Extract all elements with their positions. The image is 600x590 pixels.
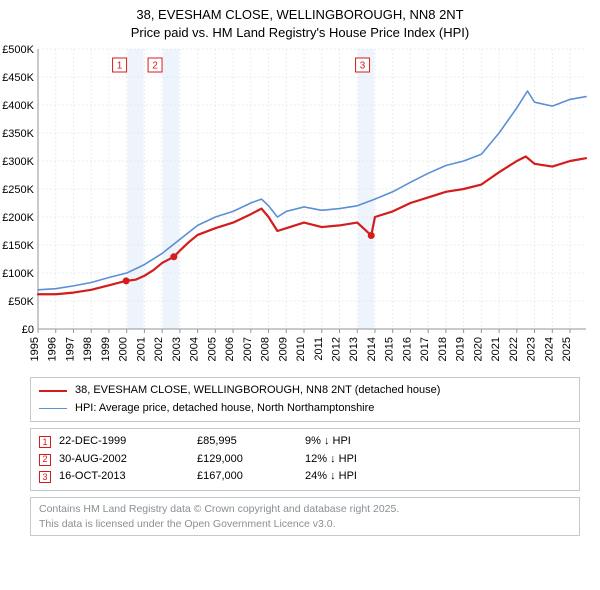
svg-text:£50K: £50K [8, 296, 34, 308]
svg-text:£0: £0 [22, 324, 34, 336]
svg-text:£150K: £150K [2, 240, 34, 252]
sale-pct: 12% ↓ HPI [305, 451, 415, 469]
sale-date: 22-DEC-1999 [59, 433, 189, 451]
svg-text:2024: 2024 [543, 337, 555, 361]
title-line1: 38, EVESHAM CLOSE, WELLINGBOROUGH, NN8 2… [0, 6, 600, 24]
attribution: Contains HM Land Registry data © Crown c… [30, 497, 580, 536]
sale-price: £129,000 [197, 451, 297, 469]
svg-text:1: 1 [117, 61, 123, 72]
svg-text:£200K: £200K [2, 212, 34, 224]
svg-text:2016: 2016 [401, 337, 413, 361]
svg-text:3: 3 [360, 61, 366, 72]
svg-text:2000: 2000 [118, 337, 130, 361]
sale-marker: 3 [39, 471, 51, 483]
sale-pct: 9% ↓ HPI [305, 433, 415, 451]
svg-text:2023: 2023 [526, 337, 538, 361]
sale-marker: 2 [39, 454, 51, 466]
svg-text:2019: 2019 [455, 337, 467, 361]
svg-text:2015: 2015 [384, 337, 396, 361]
sale-price: £167,000 [197, 468, 297, 486]
legend-row: HPI: Average price, detached house, Nort… [39, 400, 571, 418]
sale-price: £85,995 [197, 433, 297, 451]
footer-line2: This data is licensed under the Open Gov… [39, 517, 571, 532]
chart-area: £0 £50K £100K £150K £200K £250K £300K £350K £400… [0, 41, 600, 371]
legend: 38, EVESHAM CLOSE, WELLINGBOROUGH, NN8 2… [30, 377, 580, 422]
svg-text:£300K: £300K [2, 156, 34, 168]
svg-text:2009: 2009 [277, 337, 289, 361]
legend-label: HPI: Average price, detached house, Nort… [75, 400, 374, 418]
svg-text:£500K: £500K [2, 44, 34, 56]
sale-row: 3 16-OCT-2013 £167,000 24% ↓ HPI [39, 468, 571, 486]
svg-text:1999: 1999 [100, 337, 112, 361]
svg-text:£250K: £250K [2, 184, 34, 196]
svg-text:2005: 2005 [206, 337, 218, 361]
svg-text:2022: 2022 [508, 337, 520, 361]
svg-text:2018: 2018 [437, 337, 449, 361]
svg-text:2025: 2025 [561, 337, 573, 361]
svg-text:2014: 2014 [366, 337, 378, 361]
title-line2: Price paid vs. HM Land Registry's House … [0, 24, 600, 42]
svg-text:2003: 2003 [171, 337, 183, 361]
sale-marker: 1 [39, 436, 51, 448]
sale-pct: 24% ↓ HPI [305, 468, 415, 486]
price-chart: £0 £50K £100K £150K £200K £250K £300K £350K £400… [0, 41, 600, 371]
svg-text:1995: 1995 [29, 337, 41, 361]
svg-text:1998: 1998 [82, 337, 94, 361]
svg-text:2004: 2004 [189, 337, 201, 361]
svg-text:1997: 1997 [64, 337, 76, 361]
svg-text:2011: 2011 [313, 337, 325, 361]
sales-table: 1 22-DEC-1999 £85,995 9% ↓ HPI 2 30-AUG-2002 £… [30, 428, 580, 491]
svg-text:2001: 2001 [135, 337, 147, 361]
svg-text:2007: 2007 [242, 337, 254, 361]
sale-date: 30-AUG-2002 [59, 451, 189, 469]
sale-row: 2 30-AUG-2002 £129,000 12% ↓ HPI [39, 451, 571, 469]
svg-text:2021: 2021 [490, 337, 502, 361]
svg-text:2008: 2008 [260, 337, 272, 361]
footer-line1: Contains HM Land Registry data © Crown c… [39, 502, 571, 517]
svg-text:2010: 2010 [295, 337, 307, 361]
legend-swatch [39, 390, 67, 392]
svg-text:£100K: £100K [2, 268, 34, 280]
svg-text:2017: 2017 [419, 337, 431, 361]
chart-title: 38, EVESHAM CLOSE, WELLINGBOROUGH, NN8 2… [0, 0, 600, 41]
svg-text:2020: 2020 [472, 337, 484, 361]
sale-row: 1 22-DEC-1999 £85,995 9% ↓ HPI [39, 433, 571, 451]
svg-text:£400K: £400K [2, 100, 34, 112]
sale-date: 16-OCT-2013 [59, 468, 189, 486]
svg-text:£450K: £450K [2, 72, 34, 84]
svg-text:2002: 2002 [153, 337, 165, 361]
svg-text:2013: 2013 [348, 337, 360, 361]
legend-row: 38, EVESHAM CLOSE, WELLINGBOROUGH, NN8 2… [39, 382, 571, 400]
legend-label: 38, EVESHAM CLOSE, WELLINGBOROUGH, NN8 2… [75, 382, 440, 400]
svg-text:2012: 2012 [330, 337, 342, 361]
legend-swatch [39, 408, 67, 409]
svg-text:£350K: £350K [2, 128, 34, 140]
svg-text:1996: 1996 [47, 337, 59, 361]
svg-text:2: 2 [152, 61, 158, 72]
svg-text:2006: 2006 [224, 337, 236, 361]
